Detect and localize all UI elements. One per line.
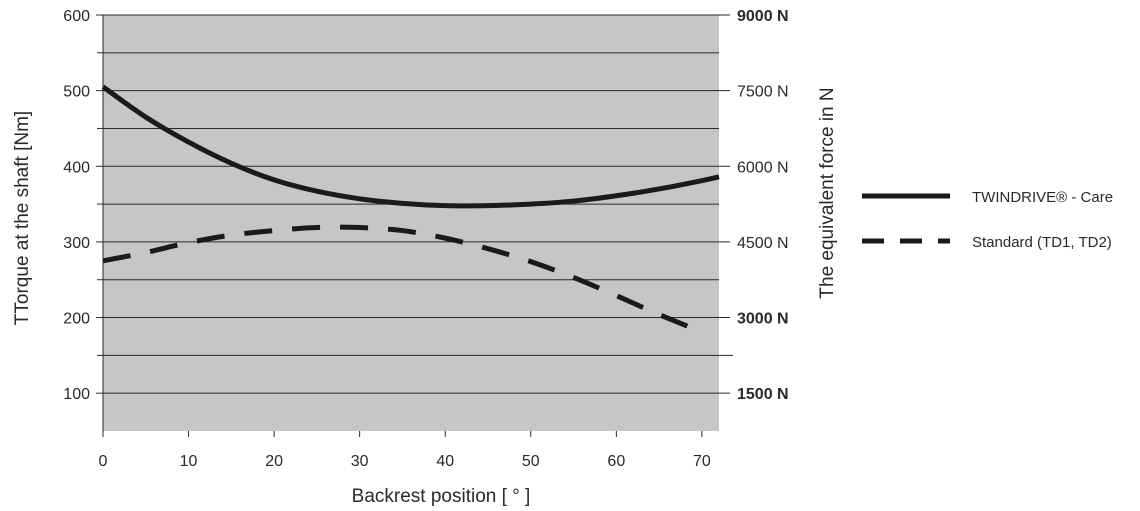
left-tick-label: 600 [63, 8, 90, 25]
right-tick-label: 6000 N [737, 159, 789, 176]
x-tick-label: 50 [522, 453, 540, 470]
x-axis-label: Backrest position [ ° ] [352, 486, 531, 507]
x-tick-label: 20 [265, 453, 283, 470]
plot-area [103, 15, 719, 431]
right-tick-label: 3000 N [737, 311, 789, 328]
x-tick-label: 0 [99, 453, 108, 470]
y-axis-label: TTorque at the shaft [Nm] [12, 111, 33, 325]
x-tick-label: 30 [351, 453, 369, 470]
series-line-twindrive-care [101, 84, 720, 209]
y2-axis-label: The equivalent force in N [817, 87, 838, 298]
right-tick-label: 1500 N [737, 386, 789, 403]
x-tick-label: 70 [693, 453, 711, 470]
legend-label-twindrive: TWINDRIVE® - Care [972, 189, 1113, 206]
legend-label-standard: Standard (TD1, TD2) [972, 234, 1112, 251]
series-line-standard [102, 224, 703, 335]
left-tick-label: 300 [63, 235, 90, 252]
right-tick-label: 9000 N [737, 8, 789, 25]
legend: TWINDRIVE® - Care Standard (TD1, TD2) [862, 189, 1113, 251]
x-axis: 0 10 20 30 40 50 60 70 [99, 431, 711, 470]
x-tick-label: 40 [436, 453, 454, 470]
left-tick-label: 100 [63, 386, 90, 403]
right-y-axis: 9000 N 7500 N 6000 N 4500 N 3000 N 1500 N [737, 8, 789, 403]
series-layer [101, 84, 720, 335]
left-tick-label: 400 [63, 159, 90, 176]
x-tick-label: 10 [180, 453, 198, 470]
left-tick-label: 200 [63, 311, 90, 328]
left-tick-label: 500 [63, 84, 90, 101]
left-y-axis: 100 200 300 400 500 600 [63, 8, 103, 403]
right-tick-label: 7500 N [737, 84, 789, 101]
right-tick-label: 4500 N [737, 235, 789, 252]
x-tick-label: 60 [607, 453, 625, 470]
